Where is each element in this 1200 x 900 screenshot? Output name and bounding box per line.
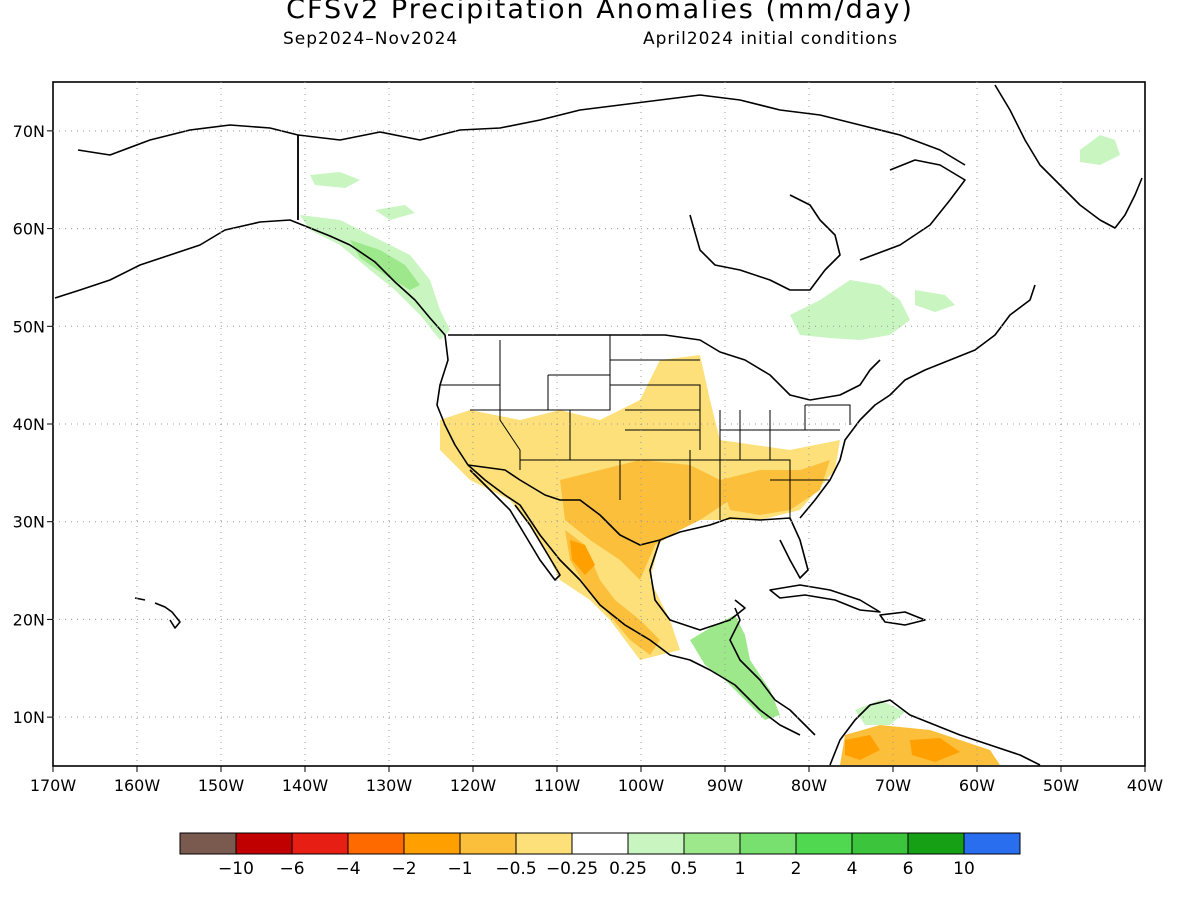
color-bar-label: 0.5 bbox=[670, 859, 697, 879]
wet-anomaly-region-alaska-coast bbox=[300, 215, 450, 340]
coastline-arctic bbox=[297, 94, 966, 166]
lon-label: 80W bbox=[791, 776, 827, 795]
us-state-boundaries bbox=[440, 335, 851, 520]
coastline-south-america bbox=[829, 699, 1041, 766]
color-bar-swatch bbox=[291, 832, 349, 855]
lat-label: 10N bbox=[13, 708, 45, 727]
dry-anomaly-region-texas bbox=[560, 460, 730, 580]
coastline-hispaniola bbox=[879, 611, 926, 626]
dry-core-venezuela bbox=[910, 738, 960, 762]
wet-anomaly-region-nw-territories bbox=[375, 205, 415, 220]
lon-label: 130W bbox=[366, 776, 413, 795]
lat-label: 20N bbox=[13, 610, 45, 629]
coastline-hawaii bbox=[134, 597, 181, 629]
wet-anomaly-region-labrador bbox=[915, 290, 955, 312]
color-bar: −10 −6 −4 −2 −1 −0.5 −0.25 0.25 0.5 1 2 4 6 10 bbox=[179, 832, 1021, 879]
lat-label: 70N bbox=[13, 122, 45, 141]
color-bar-label: −10 bbox=[218, 859, 254, 879]
wet-anomaly-region-bc bbox=[350, 240, 420, 290]
lat-label: 50N bbox=[13, 317, 45, 336]
coastline-baja bbox=[469, 469, 561, 581]
color-bar-swatch bbox=[739, 832, 797, 855]
color-bar-swatch bbox=[851, 832, 909, 855]
color-bar-label: 4 bbox=[847, 859, 858, 879]
dry-core-colombia bbox=[845, 735, 880, 760]
color-bar-swatch bbox=[571, 832, 629, 855]
lon-label: 150W bbox=[198, 776, 245, 795]
color-bar-swatch bbox=[907, 832, 965, 855]
lon-label: 160W bbox=[114, 776, 161, 795]
color-bar-swatch bbox=[963, 832, 1021, 855]
wet-anomaly-region-greenland bbox=[1080, 135, 1120, 165]
coastline-east bbox=[799, 284, 1036, 519]
dry-anomaly-region-core bbox=[570, 540, 595, 575]
lon-label: 100W bbox=[618, 776, 665, 795]
anomaly-shading bbox=[300, 135, 1120, 765]
state-lines-central bbox=[609, 335, 721, 520]
color-bar-swatch bbox=[459, 832, 517, 855]
color-bar-label: 0.25 bbox=[609, 859, 647, 879]
wet-anomaly-region-quebec bbox=[790, 280, 910, 340]
color-bar-label: −6 bbox=[279, 859, 304, 879]
lat-label: 60N bbox=[13, 220, 45, 239]
lon-label: 140W bbox=[282, 776, 329, 795]
lon-label: 70W bbox=[875, 776, 911, 795]
latitude-labels: 70N 60N 50N 40N 30N 20N 10N bbox=[13, 122, 45, 727]
coastline-central-america bbox=[729, 607, 816, 736]
initial-conditions: April2024 initial conditions bbox=[643, 29, 899, 49]
color-bar-label: 1 bbox=[735, 859, 746, 879]
color-bar-swatch bbox=[347, 832, 405, 855]
lon-label: 110W bbox=[534, 776, 581, 795]
lat-label: 40N bbox=[13, 415, 45, 434]
wet-anomaly-region-central-america bbox=[690, 615, 780, 720]
border-us-mexico bbox=[467, 464, 661, 546]
coastline-cuba bbox=[769, 584, 881, 613]
lon-label: 90W bbox=[707, 776, 743, 795]
longitude-labels: 170W 160W 150W 140W 130W 120W 110W 100W 90W 80W 70… bbox=[30, 776, 1163, 795]
color-bar-swatch bbox=[403, 832, 461, 855]
color-bar-label: −0.5 bbox=[495, 859, 536, 879]
color-bar-swatch bbox=[179, 832, 237, 855]
lon-label: 170W bbox=[30, 776, 77, 795]
lat-label: 30N bbox=[13, 513, 45, 532]
graticule bbox=[47, 82, 1146, 772]
color-bar-label: 2 bbox=[791, 859, 802, 879]
color-bar-swatch bbox=[627, 832, 685, 855]
color-bar-label: 6 bbox=[903, 859, 914, 879]
color-bar-label: 10 bbox=[953, 859, 975, 879]
color-bar-label: −4 bbox=[335, 859, 360, 879]
coastlines bbox=[54, 84, 1143, 766]
color-bar-label: −0.25 bbox=[546, 859, 598, 879]
lon-label: 60W bbox=[959, 776, 995, 795]
forecast-period: Sep2024–Nov2024 bbox=[283, 29, 459, 49]
color-bar-label: −1 bbox=[447, 859, 472, 879]
coastline-alaska bbox=[54, 124, 351, 299]
color-bar-swatch bbox=[683, 832, 741, 855]
color-bar-swatch bbox=[795, 832, 853, 855]
lon-label: 50W bbox=[1043, 776, 1079, 795]
border-us-canada bbox=[448, 334, 881, 401]
dry-anomaly-region-southeast bbox=[720, 460, 830, 515]
lon-label: 40W bbox=[1127, 776, 1163, 795]
coastline-hudson-bay bbox=[689, 194, 841, 291]
wet-anomaly-region-yukon bbox=[310, 172, 360, 188]
coastline-labrador bbox=[859, 159, 966, 261]
color-bar-swatch bbox=[235, 832, 293, 855]
color-bar-swatch bbox=[515, 832, 573, 855]
coastline-gulf-mexico bbox=[649, 517, 809, 631]
color-bar-label: −2 bbox=[391, 859, 416, 879]
state-lines-east bbox=[719, 404, 851, 520]
coastline-greenland bbox=[994, 84, 1143, 229]
lon-label: 120W bbox=[450, 776, 497, 795]
map-title: CFSv2 Precipitation Anomalies (mm/day) bbox=[286, 0, 914, 25]
